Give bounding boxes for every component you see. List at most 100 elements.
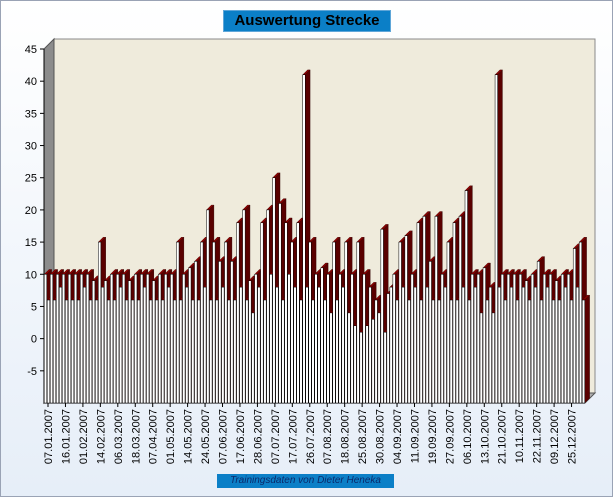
y-tick-label: 25: [25, 173, 37, 185]
bar: [329, 312, 333, 404]
bar: [476, 274, 480, 404]
bar: [155, 299, 159, 404]
y-tick-label: 40: [25, 76, 37, 88]
bar: [449, 299, 453, 404]
bar: [89, 299, 93, 404]
bar: [551, 299, 555, 404]
bar: [92, 280, 96, 404]
bar: [269, 274, 273, 404]
bar: [125, 299, 129, 404]
x-tick-label: 30.08.2007: [375, 409, 387, 464]
bar: [305, 286, 309, 404]
bar: [146, 274, 150, 404]
x-tick-label: 09.12.2007: [549, 409, 561, 464]
bar: [59, 286, 63, 404]
bar: [404, 235, 408, 404]
x-tick-label: 28.06.2007: [252, 409, 264, 464]
bar: [62, 274, 66, 404]
bar: [452, 222, 456, 404]
bar: [203, 286, 207, 404]
bar: [131, 299, 135, 404]
x-tick-label: 16.01.2007: [60, 409, 72, 464]
bar: [338, 274, 342, 404]
x-tick-label: 27.09.2007: [444, 409, 456, 464]
bar-side: [584, 294, 590, 404]
bar: [506, 274, 510, 404]
bar: [143, 286, 147, 404]
bar: [488, 286, 492, 404]
x-tick-label: 25.08.2007: [357, 409, 369, 464]
bar: [212, 241, 216, 404]
x-tick-label: 14.05.2007: [183, 409, 195, 464]
bar: [317, 286, 321, 404]
x-tick-label: 18.08.2007: [340, 409, 352, 464]
bar: [95, 299, 99, 404]
bar: [500, 274, 504, 404]
bar: [128, 280, 132, 404]
chart-footer: Trainingsdaten von Dieter Heneka: [217, 474, 394, 488]
y-tick-label: 30: [25, 141, 37, 153]
bar: [377, 312, 381, 404]
chart-bars: [43, 69, 591, 404]
bar: [152, 280, 156, 404]
bar: [398, 241, 402, 404]
bar: [578, 241, 583, 404]
bar: [572, 248, 577, 404]
bar: [335, 299, 339, 404]
bar: [533, 286, 537, 404]
bar: [191, 299, 195, 404]
bar: [413, 286, 417, 404]
bar: [521, 286, 525, 404]
x-tick-label: 04.09.2007: [392, 409, 404, 464]
bar: [485, 299, 489, 404]
bar: [197, 299, 201, 404]
x-tick-label: 07.04.2007: [148, 409, 160, 464]
bar: [431, 299, 435, 404]
bar: [407, 299, 411, 404]
bar: [548, 274, 552, 404]
bar: [530, 274, 534, 404]
bar: [461, 286, 465, 404]
x-tick-label: 10.11.2007: [514, 409, 526, 463]
bar: [545, 286, 549, 404]
bar: [440, 274, 444, 404]
bar: [482, 267, 486, 404]
bar: [122, 274, 126, 404]
x-tick-label: 07.08.2007: [322, 409, 334, 464]
bar: [86, 274, 90, 404]
bar: [49, 274, 54, 404]
bar: [137, 299, 141, 404]
bar: [206, 209, 210, 404]
bar: [221, 286, 225, 404]
bar: [236, 222, 240, 404]
bar: [170, 274, 174, 404]
x-tick-label: 24.05.2007: [200, 409, 212, 464]
x-tick-label: 18.03.2007: [130, 409, 142, 464]
bar: [311, 299, 315, 404]
bar: [425, 286, 429, 404]
bar: [299, 299, 303, 404]
bar: [77, 299, 81, 404]
bar: [518, 274, 522, 404]
x-tick-label: 17.07.2007: [287, 409, 299, 464]
bar: [323, 299, 327, 404]
bar: [566, 274, 570, 404]
chart-ticks: -5 0 5 10 15 20 25 30 35 40 45 07.01.2007 16.01.2007…: [25, 44, 579, 464]
bar: [278, 203, 282, 404]
bar: [326, 274, 330, 404]
bar: [65, 299, 69, 404]
bar: [119, 286, 123, 404]
bar: [422, 216, 426, 404]
bar: [458, 216, 462, 404]
bar: [257, 286, 261, 404]
bar: [104, 280, 108, 404]
bar: [149, 299, 153, 404]
y-tick-label: 20: [25, 205, 37, 217]
bar: [332, 241, 336, 404]
bar: [302, 74, 306, 404]
x-tick-label: 21.10.2007: [497, 409, 509, 464]
y-tick-label: 10: [25, 269, 37, 281]
y-tick-label: 15: [25, 237, 37, 249]
bar: [320, 267, 324, 404]
bar: [428, 261, 432, 404]
